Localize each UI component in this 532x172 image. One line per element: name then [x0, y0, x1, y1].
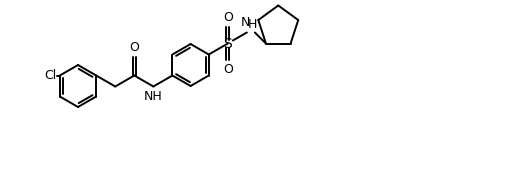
Text: N: N — [241, 17, 250, 30]
Text: S: S — [223, 36, 232, 51]
Text: O: O — [223, 11, 233, 24]
Text: Cl: Cl — [45, 69, 57, 82]
Text: NH: NH — [144, 89, 163, 103]
Text: H: H — [248, 18, 257, 30]
Text: O: O — [223, 63, 233, 76]
Text: O: O — [273, 0, 283, 3]
Text: O: O — [129, 41, 139, 54]
